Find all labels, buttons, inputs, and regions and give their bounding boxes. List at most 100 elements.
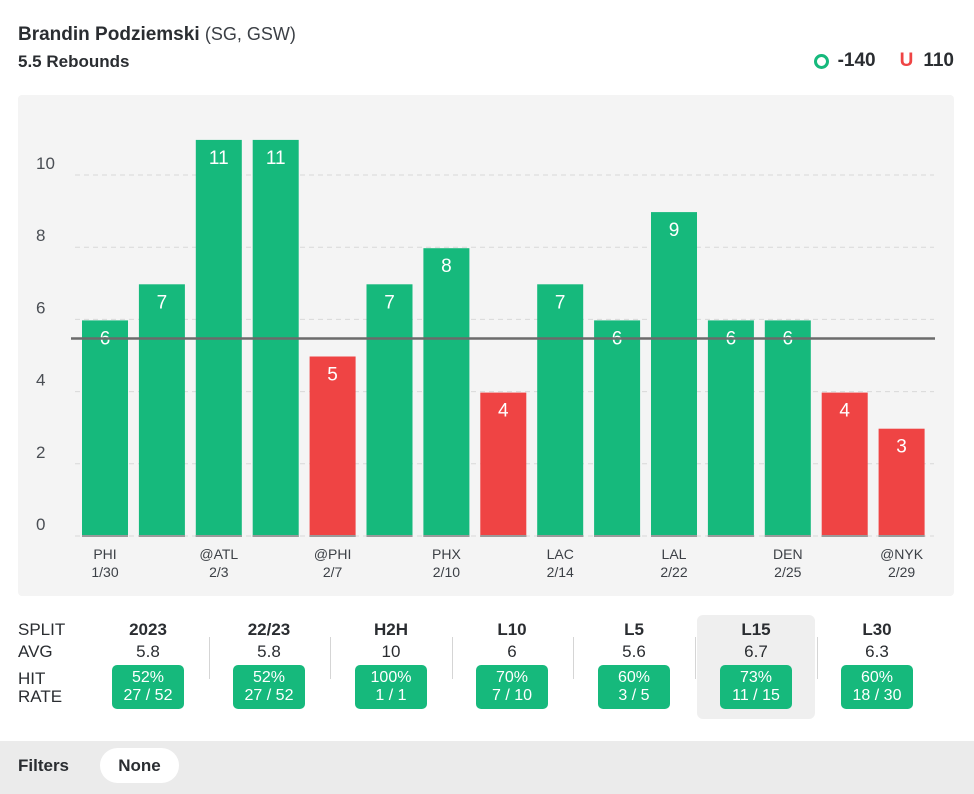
rate-label: RATE bbox=[18, 687, 63, 706]
split-avg: 6 bbox=[507, 642, 517, 661]
player-name: Brandin Podziemski bbox=[18, 24, 200, 45]
bar-base-1 bbox=[138, 535, 185, 537]
bar-value-label-6: 8 bbox=[441, 256, 452, 277]
bar-value-label-8: 7 bbox=[555, 292, 566, 313]
bar-value-label-1: 7 bbox=[157, 292, 168, 313]
split-column-l10[interactable]: L10 6 70% 7 / 10 bbox=[453, 615, 571, 719]
hit-rate-pct: 60% bbox=[617, 669, 651, 686]
bar-base-12 bbox=[764, 535, 811, 537]
split-name: L5 bbox=[624, 620, 644, 639]
hit-rate-record: 7 / 10 bbox=[491, 687, 533, 704]
filters-bar: Filters None bbox=[0, 741, 974, 794]
split-column-l5[interactable]: L5 5.6 60% 3 / 5 bbox=[575, 615, 693, 719]
split-column-2223[interactable]: 22/23 5.8 52% 27 / 52 bbox=[210, 615, 328, 719]
hit-rate-pct: 52% bbox=[252, 669, 286, 686]
split-name: L30 bbox=[862, 620, 892, 639]
bar-5 bbox=[366, 284, 413, 537]
under-letter-icon: U bbox=[899, 50, 914, 71]
split-divider bbox=[573, 637, 574, 679]
bar-value-label-5: 7 bbox=[384, 292, 395, 313]
hit-rate-record: 11 / 15 bbox=[732, 687, 780, 704]
split-column-l30[interactable]: L30 6.3 60% 18 / 30 bbox=[818, 615, 936, 719]
bar-4 bbox=[309, 356, 356, 537]
hit-rate-badge: 100% 1 / 1 bbox=[355, 665, 427, 709]
hit-rate-badge: 60% 3 / 5 bbox=[598, 665, 670, 709]
hit-rate-pct: 73% bbox=[739, 669, 773, 686]
x-label-date-0: 1/30 bbox=[91, 564, 118, 580]
x-label-date-8: 2/14 bbox=[547, 564, 574, 580]
bar-base-4 bbox=[309, 535, 356, 537]
x-label-date-12: 2/25 bbox=[774, 564, 801, 580]
hit-rate-pct: 100% bbox=[370, 669, 412, 686]
bar-base-0 bbox=[82, 535, 128, 537]
hit-rate-badge: 52% 27 / 52 bbox=[112, 665, 184, 709]
y-tick-label-0: 0 bbox=[36, 515, 45, 534]
hit-rate-badge: 60% 18 / 30 bbox=[841, 665, 913, 709]
split-label: SPLIT bbox=[18, 620, 66, 639]
avg-label: AVG bbox=[18, 642, 53, 661]
split-name: 22/23 bbox=[247, 620, 291, 639]
bar-14 bbox=[878, 428, 925, 537]
hit-rate-pct: 60% bbox=[860, 669, 894, 686]
bar-value-label-4: 5 bbox=[327, 365, 338, 386]
under-odds-button[interactable]: U 110 bbox=[900, 50, 954, 72]
split-divider bbox=[209, 637, 210, 679]
splits-table: SPLIT AVG HIT RATE 2023 5.8 52% 27 / 52 22/2… bbox=[0, 615, 974, 721]
bar-value-label-3: 11 bbox=[266, 148, 286, 169]
bar-base-3 bbox=[252, 535, 299, 537]
x-label-date-10: 2/22 bbox=[660, 564, 687, 580]
hit-rate-record: 27 / 52 bbox=[244, 687, 294, 704]
bar-value-label-2: 11 bbox=[209, 148, 229, 169]
split-avg: 5.6 bbox=[622, 642, 646, 661]
x-label-date-14: 2/29 bbox=[888, 564, 915, 580]
over-circle-icon bbox=[813, 53, 829, 69]
bar-0 bbox=[82, 320, 128, 537]
split-avg: 5.8 bbox=[136, 642, 160, 661]
hit-rate-badge: 73% 11 / 15 bbox=[720, 665, 792, 709]
bar-6 bbox=[423, 248, 470, 537]
bar-9 bbox=[594, 320, 641, 537]
chart-card: 024681067111157847696643PHI1/30@ATL2/3@P… bbox=[18, 95, 954, 596]
player-meta: (SG, GSW) bbox=[204, 24, 296, 44]
split-avg: 10 bbox=[381, 642, 401, 661]
hit-rate-record: 3 / 5 bbox=[618, 687, 650, 704]
bar-value-label-14: 3 bbox=[896, 437, 907, 458]
split-column-2023[interactable]: 2023 5.8 52% 27 / 52 bbox=[89, 615, 207, 719]
split-divider bbox=[695, 637, 696, 679]
hit-rate-badge: 70% 7 / 10 bbox=[476, 665, 548, 709]
split-divider bbox=[330, 637, 331, 679]
split-column-l15[interactable]: L15 6.7 73% 11 / 15 bbox=[697, 615, 815, 719]
split-name: L15 bbox=[741, 620, 771, 639]
under-odds-value: 110 bbox=[923, 50, 954, 71]
y-tick-label-10: 10 bbox=[36, 154, 55, 173]
bar-base-10 bbox=[651, 535, 697, 537]
split-divider bbox=[452, 637, 453, 679]
header: Brandin Podziemski (SG, GSW) 5.5 Rebound… bbox=[18, 20, 958, 80]
bar-base-13 bbox=[821, 535, 868, 537]
hit-rate-record: 1 / 1 bbox=[375, 687, 407, 704]
split-divider bbox=[817, 637, 818, 679]
x-label-date-2: 2/3 bbox=[209, 564, 229, 580]
bar-10 bbox=[651, 212, 697, 537]
y-tick-label-2: 2 bbox=[36, 443, 45, 462]
x-label-team-2: @ATL bbox=[199, 546, 238, 562]
x-label-date-6: 2/10 bbox=[433, 564, 460, 580]
x-label-team-6: PHX bbox=[432, 546, 461, 562]
over-odds-button[interactable]: -140 bbox=[813, 50, 876, 72]
bar-7 bbox=[480, 392, 527, 537]
bar-base-2 bbox=[195, 535, 242, 537]
bar-base-11 bbox=[707, 535, 754, 537]
odds: -140 U 110 bbox=[790, 50, 954, 72]
split-name: H2H bbox=[373, 620, 408, 639]
split-name: L10 bbox=[497, 620, 527, 639]
bar-value-label-10: 9 bbox=[669, 220, 680, 241]
bar-13 bbox=[821, 392, 868, 537]
x-label-team-4: @PHI bbox=[314, 546, 352, 562]
filters-chip[interactable]: None bbox=[100, 748, 179, 783]
split-column-h2h[interactable]: H2H 10 100% 1 / 1 bbox=[332, 615, 450, 719]
bar-base-5 bbox=[366, 535, 413, 537]
bar-base-14 bbox=[878, 535, 925, 537]
bar-1 bbox=[138, 284, 185, 537]
hit-rate-record: 18 / 30 bbox=[852, 687, 902, 704]
bar-base-8 bbox=[537, 535, 584, 537]
